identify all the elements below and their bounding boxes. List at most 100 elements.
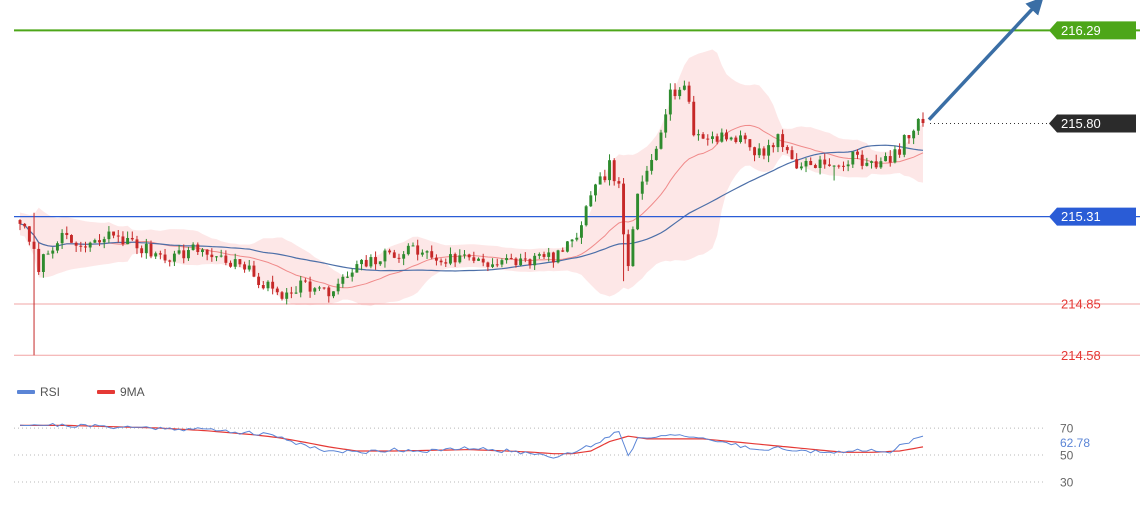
legend-label-rsi: RSI	[40, 385, 60, 399]
candle	[790, 146, 794, 160]
candle	[818, 155, 822, 175]
candle	[692, 95, 696, 137]
candle	[247, 260, 251, 272]
candle	[55, 241, 59, 254]
candle	[336, 278, 340, 295]
candle	[140, 245, 144, 258]
candle	[229, 260, 232, 268]
candle	[477, 257, 480, 262]
legend-label-9ma: 9MA	[120, 385, 145, 399]
candle	[84, 241, 87, 253]
candle	[514, 257, 518, 268]
candle	[280, 291, 284, 301]
candle	[757, 143, 761, 158]
level-label-214-85: 214.85	[1061, 297, 1101, 312]
candle	[636, 193, 640, 231]
candle	[439, 258, 443, 266]
candle	[374, 251, 378, 270]
candle	[495, 258, 499, 268]
candle	[346, 271, 349, 279]
candle	[491, 258, 495, 269]
moving-average-fast-line	[19, 124, 924, 289]
series-line-rsi	[19, 422, 924, 459]
candle	[729, 136, 733, 141]
candle	[827, 158, 831, 167]
candle	[275, 286, 279, 296]
candle	[481, 253, 485, 267]
level-tag-215-31	[1049, 207, 1136, 226]
candle	[589, 191, 593, 208]
candle	[865, 157, 869, 167]
candle	[594, 183, 597, 202]
candle	[135, 235, 139, 255]
candle	[327, 285, 331, 303]
candle	[603, 169, 607, 183]
candle	[682, 80, 686, 91]
candle	[612, 158, 616, 186]
candle	[112, 231, 116, 239]
candle	[659, 129, 663, 150]
candle	[696, 129, 700, 141]
candle	[463, 250, 466, 259]
candle	[317, 285, 321, 291]
candle	[561, 247, 565, 253]
level-tag-215-80	[1049, 114, 1136, 133]
candle	[668, 83, 672, 121]
bollinger-band	[20, 49, 923, 307]
candle	[687, 81, 691, 104]
projection-layer	[927, 0, 1044, 121]
candle	[654, 146, 658, 161]
candlestick-layer	[18, 80, 925, 356]
candle	[360, 259, 363, 271]
rsi-legend: RSI 9MA	[17, 385, 145, 399]
candle	[575, 232, 579, 242]
candle	[397, 253, 401, 263]
candle	[27, 226, 31, 246]
candle	[870, 160, 873, 169]
candle	[93, 238, 97, 244]
candle	[444, 258, 448, 267]
candle	[776, 133, 780, 153]
candle	[308, 276, 312, 298]
candle	[102, 236, 106, 249]
bollinger-band-layer	[20, 49, 923, 307]
candle	[673, 83, 677, 100]
candle	[41, 253, 45, 278]
candle	[168, 259, 172, 267]
candle	[743, 132, 747, 144]
candle	[411, 242, 415, 247]
candle	[701, 132, 705, 140]
candle	[420, 249, 424, 257]
candle	[121, 231, 125, 247]
candle	[706, 134, 710, 146]
candle	[509, 253, 513, 260]
level-label-216-29: 216.29	[1061, 23, 1101, 38]
candle	[902, 134, 906, 158]
candle	[233, 253, 237, 270]
candle	[126, 231, 130, 245]
candle	[201, 248, 204, 257]
legend-swatch-9ma	[97, 390, 115, 394]
candle	[739, 130, 742, 144]
candle	[664, 108, 668, 138]
candle	[533, 252, 537, 270]
rsi-tick-30: 30	[1060, 475, 1074, 489]
level-label-215-80: 215.80	[1061, 116, 1101, 131]
candle	[804, 158, 808, 173]
candle	[580, 221, 583, 244]
candle	[734, 135, 738, 144]
candle	[715, 133, 719, 145]
candle	[851, 151, 855, 168]
candle	[364, 255, 368, 268]
level-tag-216-29	[1049, 21, 1136, 40]
candle	[271, 275, 275, 295]
candle	[832, 165, 836, 181]
moving-average-layer	[19, 124, 924, 289]
candle	[893, 145, 897, 164]
candle	[542, 251, 546, 260]
candle	[434, 254, 438, 266]
candle	[608, 154, 611, 186]
legend-swatch-rsi	[17, 390, 35, 394]
candle	[37, 242, 41, 275]
